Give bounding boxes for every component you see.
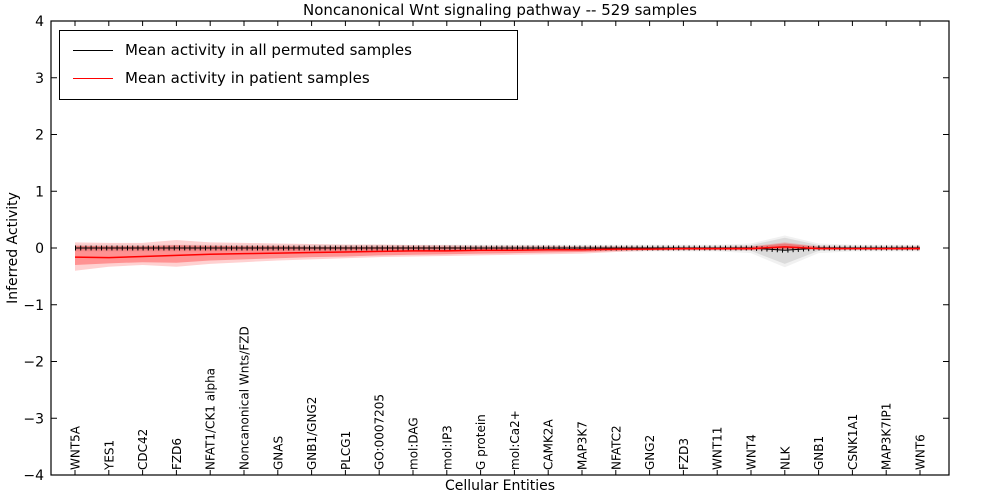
legend-label-patient: Mean activity in patient samples (125, 69, 370, 87)
y-tick-label: −4 (23, 468, 44, 484)
y-tick-label: 4 (35, 14, 44, 30)
y-tick-label: 2 (35, 128, 44, 144)
y-tick-label: −1 (23, 298, 44, 314)
y-tick-label: 1 (35, 184, 44, 200)
x-tick-label: mol:IP3 (440, 425, 454, 470)
x-axis-label: Cellular Entities (444, 478, 556, 494)
patient-line-swatch-icon (73, 77, 113, 79)
x-tick-label: CSNK1A1 (846, 414, 860, 470)
x-tick-label: WNT6 (914, 434, 928, 470)
x-tick-label: GNB1 (812, 436, 826, 470)
x-tick-label: GNAS (271, 436, 285, 470)
legend-box: Mean activity in all permuted samples Me… (59, 30, 518, 100)
x-tick-label: Noncanonical Wnts/FZD (238, 326, 252, 470)
x-tick-label: WNT4 (745, 434, 759, 470)
x-tick-label: PLCG1 (339, 431, 353, 470)
x-tick-label: GNB1/GNG2 (305, 397, 319, 470)
chart-title: Noncanonical Wnt signaling pathway -- 52… (303, 1, 697, 19)
legend-item-permuted: Mean activity in all permuted samples (73, 36, 517, 64)
permuted-range-outer-band (75, 235, 920, 268)
x-tick-label: FZD6 (170, 438, 184, 470)
x-tick-label: mol:DAG (407, 417, 421, 470)
y-tick-label: −3 (23, 411, 44, 427)
permuted-mean-line (75, 247, 920, 251)
x-tick-label: NLK (778, 445, 792, 470)
y-tick-label: 0 (35, 241, 44, 257)
patient-mean-line (74, 246, 920, 259)
x-tick-label: NFATC2 (609, 425, 623, 470)
x-tick-label: CAMK2A (542, 419, 556, 470)
y-tick-label: −2 (23, 355, 44, 371)
x-tick-label: mol:Ca2+ (508, 410, 522, 470)
x-tick-label: G protein (474, 414, 488, 470)
x-tick-label: CDC42 (136, 429, 150, 470)
x-tick-label: GO:0007205 (373, 394, 387, 470)
x-tick-label: NFAT1/CK1 alpha (204, 368, 218, 470)
permuted-line-swatch-icon (73, 49, 113, 51)
x-tick-label: FZD3 (677, 438, 691, 470)
x-tick-label: MAP3K7IP1 (880, 403, 894, 470)
y-axis-label: Inferred Activity (5, 192, 21, 304)
x-tick-label: WNT11 (711, 427, 725, 470)
x-tick-label: GNG2 (643, 435, 657, 470)
legend-item-patient: Mean activity in patient samples (73, 64, 517, 92)
y-tick-label: 3 (35, 71, 44, 87)
x-tick-label: WNT5A (69, 425, 83, 470)
x-tick-label: YES1 (102, 440, 116, 471)
legend-label-permuted: Mean activity in all permuted samples (125, 41, 412, 59)
x-tick-label: MAP3K7 (576, 421, 590, 470)
